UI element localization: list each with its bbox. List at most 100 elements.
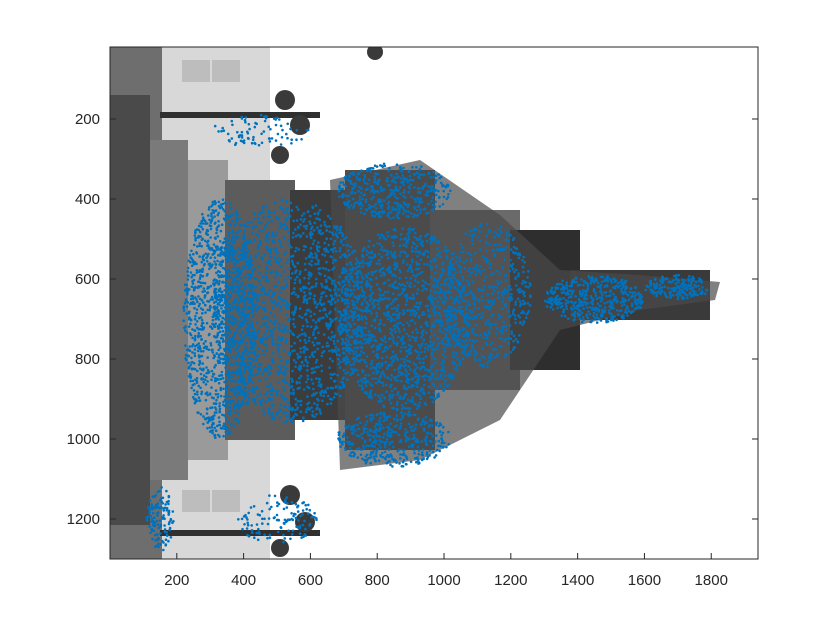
scatter-point xyxy=(234,354,238,357)
scatter-point xyxy=(233,298,237,301)
scatter-point xyxy=(353,280,357,284)
scatter-point xyxy=(446,322,449,326)
scatter-point xyxy=(562,287,565,290)
scatter-point xyxy=(253,295,257,298)
scatter-point xyxy=(388,297,391,301)
scatter-point xyxy=(490,273,493,277)
scatter-point xyxy=(397,327,400,331)
scatter-point xyxy=(340,297,344,300)
scatter-point xyxy=(198,242,202,245)
scatter-point xyxy=(193,317,197,321)
scatter-point xyxy=(239,361,242,365)
scatter-point xyxy=(225,390,228,393)
scatter-point xyxy=(387,313,390,317)
scatter-point xyxy=(276,273,279,276)
scatter-point xyxy=(317,249,320,253)
scatter-point xyxy=(223,237,227,240)
scatter-point xyxy=(502,325,505,329)
scatter-point xyxy=(364,384,368,388)
scatter-point xyxy=(444,300,447,303)
scatter-point xyxy=(360,303,364,306)
scatter-point xyxy=(283,369,286,373)
scatter-point xyxy=(302,232,305,235)
scatter-point xyxy=(289,418,292,422)
scatter-point xyxy=(312,229,316,232)
scatter-point xyxy=(402,237,406,241)
scatter-point xyxy=(273,210,276,214)
scatter-point xyxy=(613,297,616,301)
scatter-point xyxy=(431,364,435,367)
scatter-point xyxy=(286,303,290,306)
scatter-point xyxy=(604,317,608,320)
scatter-point xyxy=(461,278,465,281)
scatter-point xyxy=(574,300,577,304)
scatter-point xyxy=(325,315,329,318)
scatter-point xyxy=(358,327,362,331)
scatter-point xyxy=(500,329,504,333)
scatter-point xyxy=(398,254,402,257)
scatter-point xyxy=(475,314,479,318)
scatter-point xyxy=(434,297,437,300)
scatter-point xyxy=(212,356,215,360)
scatter-point xyxy=(589,282,593,285)
scatter-point xyxy=(565,304,568,308)
scatter-point xyxy=(262,322,266,326)
scatter-point xyxy=(443,349,447,353)
scatter-point xyxy=(609,289,612,293)
scatter-point xyxy=(516,340,520,343)
scatter-point xyxy=(191,273,194,277)
scatter-point xyxy=(204,398,208,402)
scatter-point xyxy=(349,315,353,318)
scatter-point xyxy=(346,371,350,374)
scatter-point xyxy=(311,232,314,236)
scatter-point xyxy=(424,355,428,359)
scatter-point xyxy=(228,302,231,306)
scatter-point xyxy=(283,398,287,401)
scatter-point xyxy=(292,317,295,321)
scatter-point xyxy=(577,303,580,307)
scatter-point xyxy=(620,278,624,282)
scatter-point xyxy=(255,321,259,324)
scatter-point xyxy=(399,337,403,341)
scatter-point xyxy=(243,345,247,349)
scatter-point xyxy=(362,277,365,281)
scatter-point xyxy=(280,299,284,303)
scatter-point xyxy=(243,317,247,321)
scatter-point xyxy=(203,281,207,285)
scatter-point xyxy=(334,250,338,253)
scatter-point xyxy=(589,279,593,283)
scatter-point xyxy=(520,311,523,315)
scatter-point xyxy=(198,359,201,363)
scatter-point xyxy=(416,375,420,378)
scatter-point xyxy=(500,307,504,311)
scatter-point xyxy=(214,317,218,321)
scatter-point xyxy=(593,308,597,311)
scatter-point xyxy=(216,359,220,363)
scatter-point xyxy=(517,256,521,260)
scatter-point xyxy=(317,365,320,369)
scatter-point xyxy=(198,277,202,281)
scatter-point xyxy=(242,357,246,360)
scatter-point xyxy=(222,339,225,343)
scatter-point xyxy=(404,276,408,280)
scatter-point xyxy=(220,307,223,310)
scatter-point xyxy=(252,364,256,368)
scatter-point xyxy=(615,309,619,312)
scatter-point xyxy=(267,406,271,410)
scatter-point xyxy=(436,344,440,347)
scatter-point xyxy=(286,275,290,278)
scatter-point xyxy=(425,322,429,325)
scatter-point xyxy=(207,370,211,374)
scatter-point xyxy=(601,294,604,297)
scatter-point xyxy=(378,345,381,348)
scatter-point xyxy=(378,262,382,266)
scatter-point xyxy=(566,300,570,304)
scatter-point xyxy=(184,353,188,357)
scatter-point xyxy=(456,308,459,312)
scatter-point xyxy=(431,374,434,377)
scatter-point xyxy=(639,296,643,299)
scatter-point xyxy=(572,280,576,284)
scatter-point xyxy=(312,392,316,396)
scatter-point xyxy=(477,306,480,310)
scatter-point xyxy=(344,359,347,362)
